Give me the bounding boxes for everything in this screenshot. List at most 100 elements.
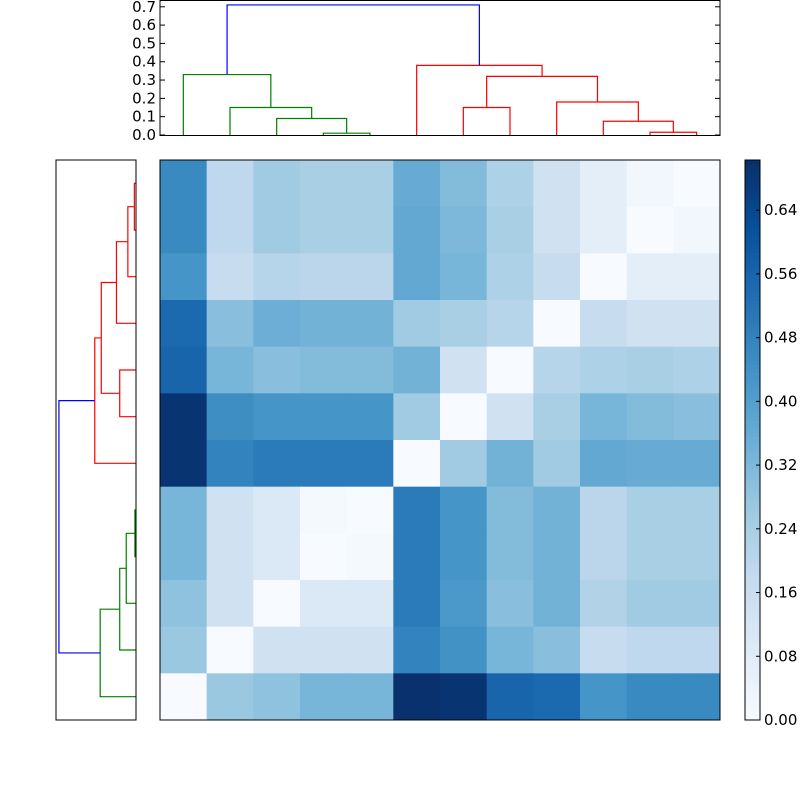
- left-dendrogram-frame: [55, 159, 137, 721]
- colorbar-segment-54: [745, 500, 760, 505]
- heatmap-cell-r2-c2: [253, 253, 301, 301]
- colorbar-segment-68: [745, 444, 760, 449]
- heatmap-cell-r11-c6: [440, 673, 488, 721]
- heatmap-cell-r6-c3: [300, 440, 348, 488]
- heatmap-cell-r5-c9: [580, 393, 628, 441]
- heatmap-cell-r9-c4: [346, 580, 394, 628]
- colorbar-segment-57: [745, 488, 760, 493]
- colorbar-segment-32: [745, 588, 760, 593]
- colorbar-tick-label-2: 0.16: [764, 584, 797, 602]
- colorbar-segment-81: [745, 392, 760, 397]
- colorbar-segment-59: [745, 480, 760, 485]
- colorbar-segment-95: [745, 336, 760, 341]
- colorbar-segment-3: [745, 704, 760, 709]
- top-dendrogram-ytick-label-4: 0.4: [132, 53, 156, 71]
- colorbar-segment-5: [745, 696, 760, 701]
- top-dendrogram-ytick-label-3: 0.3: [132, 71, 156, 89]
- colorbar-segment-56: [745, 492, 760, 497]
- heatmap-cell-r2-c3: [300, 253, 348, 301]
- colorbar-segment-90: [745, 356, 760, 361]
- heatmap-cell-r1-c7: [486, 206, 534, 254]
- top-dendrogram-ytick-label-5: 0.5: [132, 34, 156, 52]
- heatmap-cell-r8-c4: [346, 533, 394, 581]
- heatmap-cell-r11-c10: [626, 673, 674, 721]
- colorbar-segment-94: [745, 340, 760, 345]
- colorbar-tick-label-8: 0.64: [764, 201, 797, 219]
- heatmap-cell-r2-c7: [486, 253, 534, 301]
- colorbar-segment-69: [745, 440, 760, 445]
- colorbar: 0.00 0.08 0.16 0.24 0.32 0.40 0.48 0.56 0.64: [744, 159, 797, 729]
- colorbar-segment-65: [745, 456, 760, 461]
- colorbar-segment-31: [745, 592, 760, 597]
- colorbar-segment-76: [745, 412, 760, 417]
- colorbar-segment-36: [745, 572, 760, 577]
- colorbar-segment-126: [745, 212, 760, 217]
- heatmap-cell-r7-c8: [533, 486, 581, 534]
- colorbar-segment-64: [745, 460, 760, 465]
- colorbar-segment-125: [745, 216, 760, 221]
- colorbar-segment-103: [745, 304, 760, 309]
- heatmap-cell-r8-c7: [486, 533, 534, 581]
- colorbar-segment-122: [745, 228, 760, 233]
- colorbar-segment-106: [745, 292, 760, 297]
- colorbar-segment-102: [745, 308, 760, 313]
- top-dendrogram-ytick-label-0: 0.0: [132, 126, 156, 144]
- colorbar-segment-14: [745, 660, 760, 665]
- colorbar-segment-91: [745, 352, 760, 357]
- heatmap-cell-r10-c2: [253, 626, 301, 674]
- colorbar-segment-43: [745, 544, 760, 549]
- colorbar-segment-130: [745, 196, 760, 201]
- heatmap-cell-r10-c4: [346, 626, 394, 674]
- heatmap-cell-r6-c11: [673, 440, 721, 488]
- colorbar-segment-98: [745, 324, 760, 329]
- heatmap-cell-r0-c8: [533, 160, 581, 208]
- colorbar-segment-33: [745, 584, 760, 589]
- colorbar-segment-10: [745, 676, 760, 681]
- colorbar-segment-136: [745, 172, 760, 177]
- heatmap-cell-r8-c3: [300, 533, 348, 581]
- colorbar-segment-133: [745, 184, 760, 189]
- colorbar-segment-8: [745, 684, 760, 689]
- colorbar-segment-70: [745, 436, 760, 441]
- top-dendrogram-ytick-label-1: 0.1: [132, 108, 156, 126]
- heatmap-cell-r0-c5: [393, 160, 441, 208]
- heatmap-cell-r4-c7: [486, 346, 534, 394]
- colorbar-segment-73: [745, 424, 760, 429]
- heatmap-cell-r4-c10: [626, 346, 674, 394]
- heatmap-cell-r9-c5: [393, 580, 441, 628]
- heatmap-cell-r7-c1: [206, 486, 254, 534]
- colorbar-segment-18: [745, 644, 760, 649]
- colorbar-segment-120: [745, 236, 760, 241]
- heatmap-cell-r4-c11: [673, 346, 721, 394]
- colorbar-segment-74: [745, 420, 760, 425]
- heatmap-cell-r1-c4: [346, 206, 394, 254]
- left-dendrogram-link-0: [134, 509, 136, 558]
- heatmap-cell-r4-c0: [160, 346, 208, 394]
- heatmap-cell-r11-c5: [393, 673, 441, 721]
- colorbar-segment-15: [745, 656, 760, 661]
- heatmap-cell-r4-c5: [393, 346, 441, 394]
- colorbar-segment-77: [745, 408, 760, 413]
- colorbar-segment-12: [745, 668, 760, 673]
- top-dendrogram-link-4: [462, 106, 511, 135]
- left-dendrogram-link-10: [58, 400, 101, 654]
- heatmap-cell-r6-c0: [160, 440, 208, 488]
- colorbar-segment-16: [745, 652, 760, 657]
- heatmap-cell-r6-c5: [393, 440, 441, 488]
- heatmap-cell-r7-c7: [486, 486, 534, 534]
- heatmap-cell-r3-c10: [626, 300, 674, 348]
- top-dendrogram-ytick-label-6: 0.6: [132, 16, 156, 34]
- colorbar-segment-113: [745, 264, 760, 269]
- colorbar-segment-121: [745, 232, 760, 237]
- colorbar-frame: [744, 159, 761, 721]
- heatmap-cell-r5-c6: [440, 393, 488, 441]
- heatmap-cell-r3-c7: [486, 300, 534, 348]
- colorbar-segment-52: [745, 508, 760, 513]
- heatmap-cell-r4-c3: [300, 346, 348, 394]
- left-dendrogram-link-3: [125, 532, 136, 604]
- colorbar-segment-11: [745, 672, 760, 677]
- heatmap-cell-r6-c4: [346, 440, 394, 488]
- colorbar-segment-38: [745, 564, 760, 569]
- colorbar-segment-21: [745, 632, 760, 637]
- colorbar-segment-60: [745, 476, 760, 481]
